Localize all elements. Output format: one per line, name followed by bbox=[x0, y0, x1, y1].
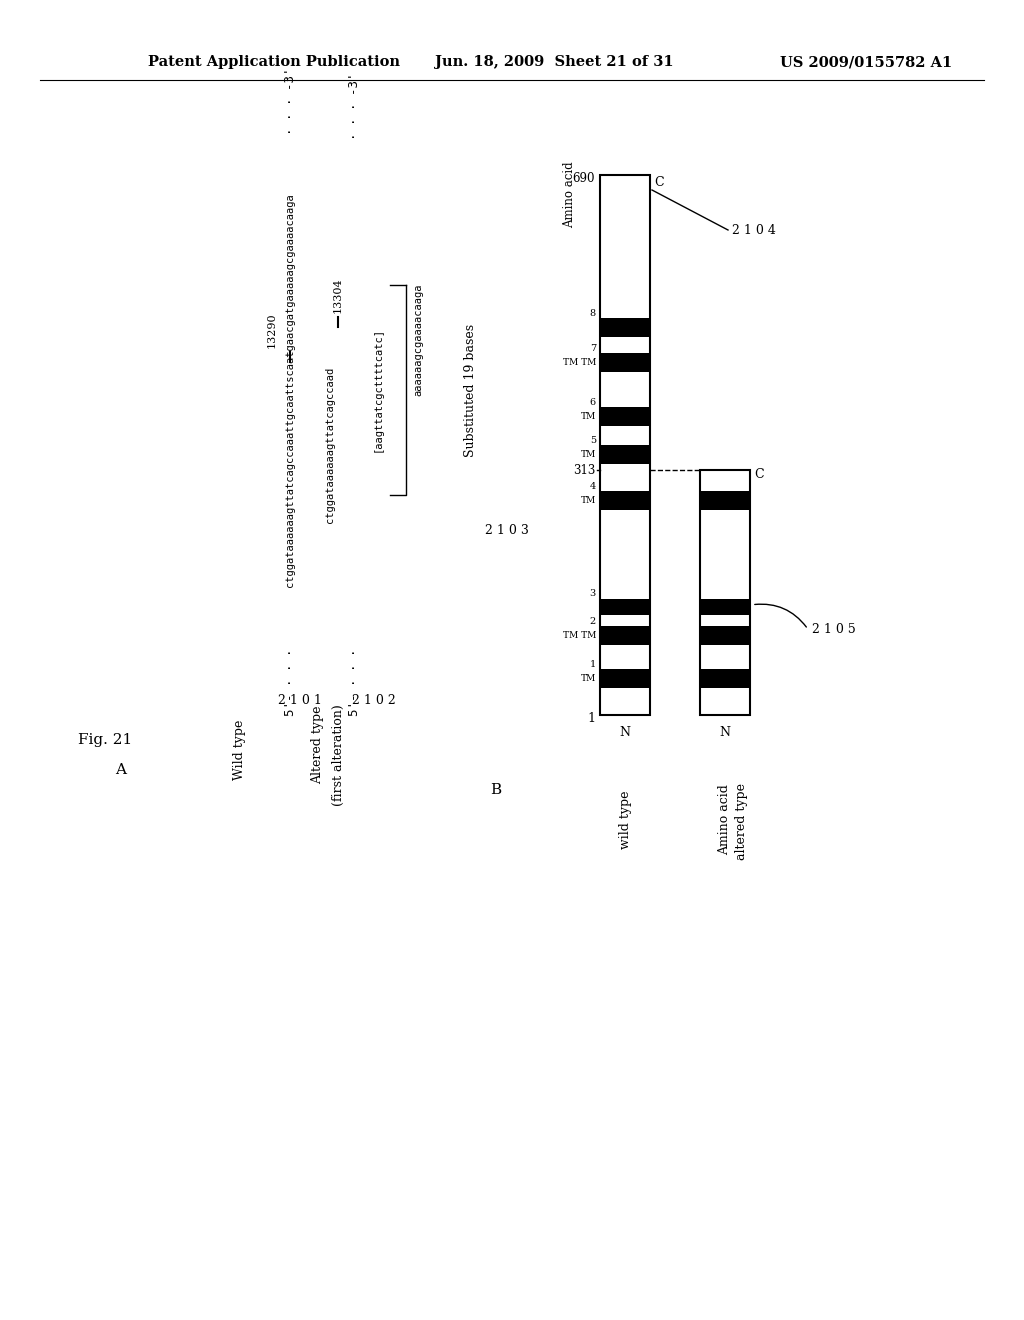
Bar bbox=[700, 669, 750, 688]
Text: 2 1 0 2: 2 1 0 2 bbox=[352, 693, 395, 706]
Bar bbox=[600, 318, 650, 337]
Text: Amino acid: Amino acid bbox=[563, 161, 577, 228]
Text: aaaaaagcgaaaacaaga: aaaaaagcgaaaacaaga bbox=[413, 284, 423, 396]
Text: 6: 6 bbox=[590, 399, 596, 408]
Text: C: C bbox=[654, 177, 664, 190]
Text: 313: 313 bbox=[572, 463, 595, 477]
Bar bbox=[700, 491, 750, 510]
Text: TM TM: TM TM bbox=[562, 631, 596, 640]
Text: A: A bbox=[115, 763, 126, 777]
Text: TM TM: TM TM bbox=[562, 359, 596, 367]
Text: N: N bbox=[620, 726, 631, 739]
Bar bbox=[600, 354, 650, 372]
Text: 690: 690 bbox=[572, 172, 595, 185]
Text: TM: TM bbox=[581, 450, 596, 459]
Bar bbox=[600, 599, 650, 615]
Bar bbox=[600, 669, 650, 688]
Text: 2 1 0 3: 2 1 0 3 bbox=[485, 524, 528, 536]
Text: [aagttatcgcttttcatc]: [aagttatcgcttttcatc] bbox=[373, 327, 383, 453]
Text: 7: 7 bbox=[590, 345, 596, 354]
Text: 5: 5 bbox=[590, 436, 596, 445]
Text: 1: 1 bbox=[590, 660, 596, 669]
Text: 2: 2 bbox=[590, 616, 596, 626]
Text: Altered type: Altered type bbox=[311, 706, 325, 784]
Text: TM: TM bbox=[581, 673, 596, 682]
Text: Jun. 18, 2009  Sheet 21 of 31: Jun. 18, 2009 Sheet 21 of 31 bbox=[435, 55, 674, 69]
Text: 3: 3 bbox=[590, 589, 596, 598]
Text: · · · -3': · · · -3' bbox=[348, 73, 361, 140]
Text: 4: 4 bbox=[590, 482, 596, 491]
Bar bbox=[600, 176, 650, 715]
Bar bbox=[600, 491, 650, 510]
Bar bbox=[700, 470, 750, 715]
Text: C: C bbox=[754, 467, 764, 480]
Text: 8: 8 bbox=[590, 309, 596, 318]
Bar bbox=[700, 626, 750, 644]
Text: ctggataaaaaagttatcagccaaattgcaattscaatgaacgatgaaaaagcgaaaacaaga: ctggataaaaaagttatcagccaaattgcaattscaatga… bbox=[285, 193, 295, 587]
Bar bbox=[600, 445, 650, 463]
Text: (first alteration): (first alteration) bbox=[332, 704, 344, 807]
Text: Wild type: Wild type bbox=[233, 719, 247, 780]
Text: altered type: altered type bbox=[734, 784, 748, 861]
Text: 5'- · · ·: 5'- · · · bbox=[284, 648, 297, 715]
Text: 2 1 0 4: 2 1 0 4 bbox=[732, 223, 776, 236]
Text: TM: TM bbox=[581, 412, 596, 421]
Text: B: B bbox=[490, 783, 501, 797]
Text: 5'- · · ·: 5'- · · · bbox=[348, 648, 361, 715]
Bar bbox=[700, 599, 750, 615]
Text: 13290: 13290 bbox=[267, 313, 278, 347]
Bar bbox=[600, 626, 650, 644]
Bar bbox=[600, 407, 650, 426]
Text: TM: TM bbox=[581, 496, 596, 506]
Text: Substituted 19 bases: Substituted 19 bases bbox=[464, 323, 476, 457]
Text: ctggataaaaaagttatcagccaad: ctggataaaaaagttatcagccaad bbox=[325, 367, 335, 523]
Text: 2 1 0 5: 2 1 0 5 bbox=[812, 623, 856, 636]
Text: 2 1 0 1: 2 1 0 1 bbox=[278, 693, 322, 706]
Text: Patent Application Publication: Patent Application Publication bbox=[148, 55, 400, 69]
Text: Amino acid: Amino acid bbox=[719, 784, 731, 855]
Text: Fig. 21: Fig. 21 bbox=[78, 733, 132, 747]
Text: · · · -3': · · · -3' bbox=[284, 67, 297, 135]
Text: 13304: 13304 bbox=[333, 277, 343, 313]
Text: wild type: wild type bbox=[618, 791, 632, 849]
Text: US 2009/0155782 A1: US 2009/0155782 A1 bbox=[780, 55, 952, 69]
Text: 1: 1 bbox=[587, 713, 595, 726]
Text: N: N bbox=[720, 726, 730, 739]
